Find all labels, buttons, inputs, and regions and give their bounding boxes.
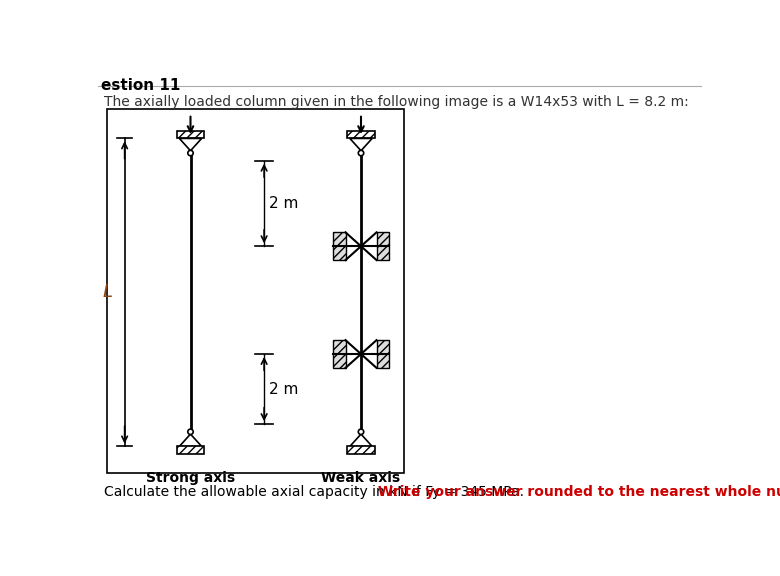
Text: estion 11: estion 11 — [101, 78, 181, 93]
Bar — [176, 131, 204, 138]
Bar — [347, 131, 375, 138]
Polygon shape — [350, 138, 372, 151]
Bar — [176, 446, 204, 454]
Circle shape — [358, 429, 363, 434]
Polygon shape — [179, 138, 202, 151]
Bar — [377, 232, 389, 260]
Bar — [333, 232, 346, 260]
Circle shape — [358, 150, 363, 156]
Text: The axially loaded column given in the following image is a W14x53 with L = 8.2 : The axially loaded column given in the f… — [104, 95, 689, 109]
Text: Write your answer rounded to the nearest whole number.: Write your answer rounded to the nearest… — [374, 485, 780, 499]
Circle shape — [188, 150, 193, 156]
Text: 2 m: 2 m — [269, 196, 298, 211]
Polygon shape — [350, 434, 372, 446]
Text: Strong axis: Strong axis — [146, 471, 235, 485]
Polygon shape — [179, 434, 202, 446]
Bar — [347, 446, 375, 454]
Text: Calculate the allowable axial capacity in kN if Fy = 345 MPa.: Calculate the allowable axial capacity i… — [104, 485, 523, 499]
Text: L: L — [103, 283, 113, 301]
Bar — [107, 109, 403, 473]
Circle shape — [188, 429, 193, 434]
Bar — [377, 340, 389, 368]
Text: 2 m: 2 m — [269, 381, 298, 396]
Bar — [333, 340, 346, 368]
Text: Weak axis: Weak axis — [321, 471, 401, 485]
